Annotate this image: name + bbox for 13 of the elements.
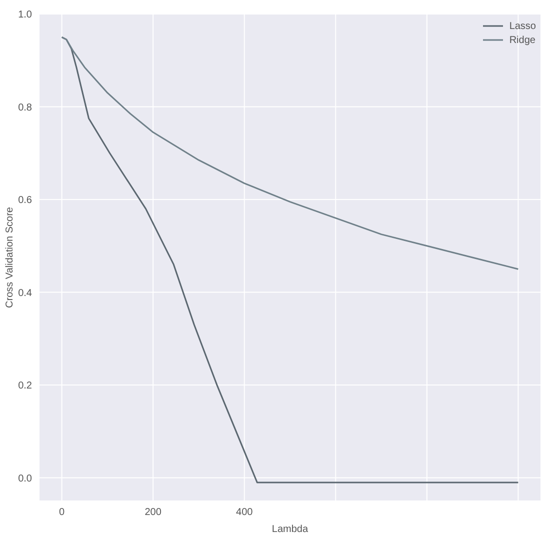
y-tick-label: 0.6 xyxy=(18,195,32,206)
y-tick-label: 0.0 xyxy=(18,473,32,484)
legend-label: Ridge xyxy=(509,34,536,46)
y-tick-label: 0.4 xyxy=(18,288,32,299)
x-tick-label: 400 xyxy=(236,507,254,518)
y-tick-label: 0.8 xyxy=(18,102,32,114)
x-axis-title: Lambda xyxy=(272,524,309,535)
y-axis-title: Cross Validation Score xyxy=(4,206,16,308)
y-tick-label: 0.2 xyxy=(18,380,32,392)
x-tick-label: 0 xyxy=(59,507,66,518)
y-tick-label: 1.0 xyxy=(18,10,32,21)
x-tick-label: 200 xyxy=(144,507,162,518)
legend-label: Lasso xyxy=(509,20,536,32)
